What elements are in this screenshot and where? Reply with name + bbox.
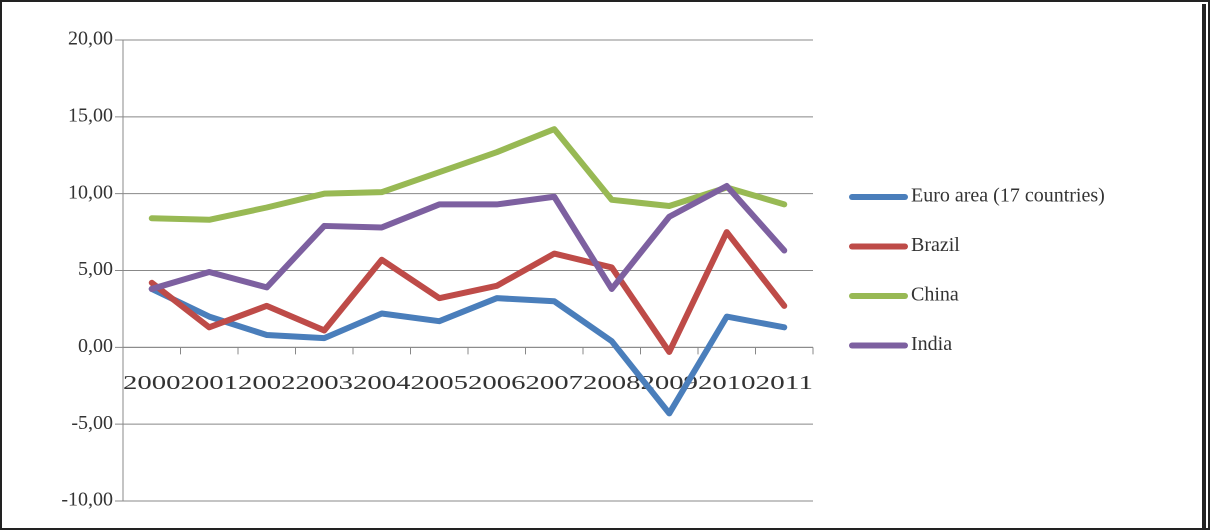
legend-label: Brazil	[911, 234, 960, 256]
x-tick-label: 2002	[238, 372, 296, 394]
x-tick-label: 2000	[123, 372, 181, 394]
y-tick-label: 15,00	[68, 104, 113, 126]
y-tick-label: -5,00	[71, 412, 113, 434]
x-tick-label: 2005	[411, 372, 469, 394]
x-tick-label: 2003	[296, 372, 354, 394]
series-line	[148, 182, 788, 292]
y-tick-label: 5,00	[78, 258, 113, 280]
x-tick-label: 2007	[526, 372, 584, 394]
y-tick-label: 0,00	[78, 335, 113, 357]
x-tick-label: 2010	[698, 372, 756, 394]
x-tick-label: 2011	[756, 372, 814, 394]
y-tick-label: 10,00	[68, 181, 113, 203]
x-tick-label: 2006	[468, 372, 526, 394]
series-line	[148, 229, 788, 355]
legend-label: Euro area (17 countries)	[911, 185, 1105, 207]
legend-label: China	[911, 284, 959, 306]
x-tick-label: 2008	[583, 372, 641, 394]
x-tick-label: 2001	[181, 372, 239, 394]
legend-label: India	[911, 333, 952, 355]
y-tick-label: -10,00	[61, 489, 113, 511]
y-tick-label: 20,00	[68, 28, 113, 50]
x-tick-label: 2004	[353, 372, 411, 394]
series-line	[148, 126, 788, 223]
series-line	[148, 285, 788, 417]
